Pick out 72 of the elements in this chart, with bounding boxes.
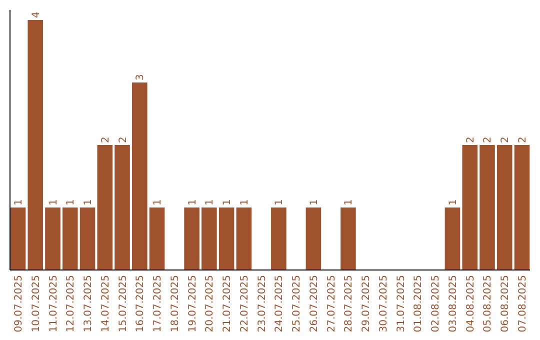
bar — [462, 145, 478, 270]
bar — [306, 208, 322, 270]
bar — [114, 145, 130, 270]
data-label: 1 — [308, 199, 320, 206]
x-tick-label: 25.07.2025 — [292, 275, 303, 332]
bar — [271, 208, 286, 270]
data-label: 2 — [482, 136, 494, 143]
bar — [202, 208, 217, 270]
x-tick-label: 01.08.2025 — [413, 275, 424, 332]
bar — [10, 208, 26, 270]
x-tick-label: 15.07.2025 — [118, 275, 129, 332]
bar — [218, 208, 234, 270]
x-tick-label: 26.07.2025 — [308, 275, 320, 332]
x-tick-label: 19.07.2025 — [187, 275, 198, 332]
data-label: 2 — [500, 136, 512, 143]
data-label: 2 — [118, 136, 129, 143]
x-tick-label: 31.07.2025 — [396, 275, 407, 332]
x-tick-label: 06.08.2025 — [500, 275, 512, 332]
x-tick-label: 11.07.2025 — [48, 275, 60, 332]
data-label: 3 — [135, 74, 146, 80]
x-tick-label: 22.07.2025 — [239, 275, 250, 332]
x-tick-label: 20.07.2025 — [204, 275, 216, 332]
data-label: 1 — [152, 199, 164, 206]
data-label: 4 — [30, 12, 42, 18]
bar — [97, 145, 113, 270]
data-label: 1 — [48, 199, 60, 206]
bar — [340, 208, 356, 270]
bar — [496, 145, 512, 270]
bar — [149, 208, 165, 270]
bar — [45, 208, 60, 270]
data-label: 2 — [518, 136, 529, 143]
x-tick-label: 16.07.2025 — [135, 275, 146, 332]
bar — [132, 82, 148, 270]
data-label: 1 — [66, 199, 77, 206]
x-tick-label: 04.08.2025 — [465, 275, 476, 332]
data-label: 1 — [344, 199, 355, 206]
x-tick-label: 07.08.2025 — [518, 275, 529, 332]
bar — [184, 208, 200, 270]
data-label: 1 — [448, 199, 459, 206]
data-label: 1 — [83, 199, 94, 206]
bar — [514, 145, 530, 270]
x-tick-label: 29.07.2025 — [361, 275, 372, 332]
bar — [444, 208, 460, 270]
bar — [62, 208, 78, 270]
bar — [80, 208, 96, 270]
data-label: 2 — [100, 136, 112, 143]
x-tick-label: 21.07.2025 — [222, 275, 234, 332]
bar — [480, 145, 495, 270]
data-label: 1 — [274, 199, 286, 206]
data-label: 1 — [239, 199, 250, 206]
x-tick-label: 14.07.2025 — [100, 275, 112, 332]
x-tick-label: 23.07.2025 — [256, 275, 268, 332]
x-tick-label: 13.07.2025 — [83, 275, 94, 332]
bar — [236, 208, 252, 270]
x-tick-label: 18.07.2025 — [170, 275, 181, 332]
data-label: 1 — [187, 199, 198, 206]
x-tick-label: 03.08.2025 — [448, 275, 459, 332]
x-tick-label: 28.07.2025 — [344, 275, 355, 332]
x-tick-label: 02.08.2025 — [430, 275, 442, 332]
x-tick-label: 05.08.2025 — [482, 275, 494, 332]
x-tick-label: 10.07.2025 — [30, 275, 42, 332]
data-label: 2 — [465, 136, 476, 143]
x-tick-label: 12.07.2025 — [66, 275, 77, 332]
data-label: 1 — [222, 199, 234, 206]
x-tick-label: 30.07.2025 — [378, 275, 390, 332]
bar — [28, 20, 44, 270]
x-tick-label: 27.07.2025 — [326, 275, 338, 332]
x-tick-label: 24.07.2025 — [274, 275, 286, 332]
data-label: 1 — [13, 199, 24, 206]
x-tick-label: 09.07.2025 — [13, 275, 24, 332]
x-tick-label: 17.07.2025 — [152, 275, 164, 332]
data-label: 1 — [204, 199, 216, 206]
